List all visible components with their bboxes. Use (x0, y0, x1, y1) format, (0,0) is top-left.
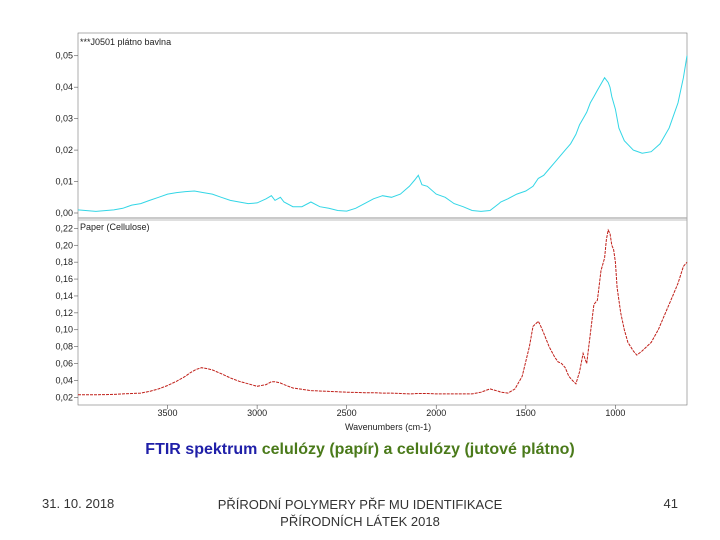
bottom-y-tick-label: 0,04 (55, 375, 73, 385)
x-tick-label: 1500 (516, 408, 536, 418)
x-tick-label: 2500 (337, 408, 357, 418)
bottom-y-tick-label: 0,22 (55, 223, 73, 233)
bottom-y-tick-label: 0,14 (55, 291, 73, 301)
footer-title: PŘÍRODNÍ POLYMERY PŘF MU IDENTIFIKACE PŘ… (217, 497, 503, 529)
x-tick-label: 2000 (426, 408, 446, 418)
top-y-tick-label: 0,05 (55, 51, 73, 61)
footer-date: 31. 10. 2018 (42, 496, 115, 511)
x-axis: 3500 3000 2500 2000 1500 1000 (158, 405, 625, 418)
bottom-y-tick-label: 0,16 (55, 274, 73, 284)
caption-description: celulózy (papír) a celulózy (jutové plát… (257, 441, 575, 458)
bottom-y-tick-label: 0,12 (55, 308, 73, 318)
plot-frame (77, 32, 688, 406)
series-label-bottom: Paper (Cellulose) (80, 222, 150, 232)
top-y-tick-label: 0,01 (55, 177, 73, 187)
bottom-y-tick-label: 0,20 (55, 240, 73, 250)
bottom-y-tick-label: 0,10 (55, 325, 73, 335)
bottom-y-tick-label: 0,08 (55, 342, 73, 352)
bottom-y-tick-label: 0,18 (55, 257, 73, 267)
x-axis-label: Wavenumbers (cm-1) (345, 422, 431, 432)
figure-caption: FTIR spektrum celulózy (papír) a celulóz… (0, 441, 720, 459)
ftir-chart: ***J0501 plátno bavlna Paper (Cellulose)… (55, 32, 688, 432)
bottom-y-tick-label: 0,02 (55, 392, 73, 402)
top-y-tick-label: 0,02 (55, 145, 73, 155)
x-tick-label: 3500 (158, 408, 178, 418)
series-line-paper (78, 228, 688, 396)
series-label-top: ***J0501 plátno bavlna (80, 37, 171, 47)
series-line-cotton (77, 55, 688, 212)
top-y-tick-label: 0,04 (55, 82, 73, 92)
x-tick-label: 1000 (605, 408, 625, 418)
top-y-tick-label: 0,03 (55, 114, 73, 124)
footer-page-number: 41 (663, 496, 678, 511)
bottom-y-tick-label: 0,06 (55, 359, 73, 369)
top-y-axis: 0,00 0,01 0,02 0,03 0,04 0,05 (55, 51, 78, 218)
x-tick-label: 3000 (247, 408, 267, 418)
bottom-y-axis: 0,02 0,04 0,06 0,08 0,10 0,12 0,14 0,16 0,18 0,20… (55, 223, 78, 402)
top-y-tick-label: 0,00 (55, 208, 73, 218)
caption-ftir: FTIR spektrum (145, 441, 258, 458)
